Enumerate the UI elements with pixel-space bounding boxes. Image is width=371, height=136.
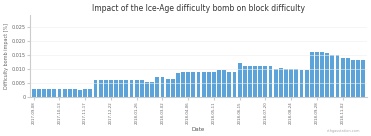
Bar [99,80,102,97]
Bar [294,69,298,97]
Bar [140,80,144,97]
Bar [263,66,267,97]
Bar [253,66,257,97]
Y-axis label: Difficulty bomb impact [%]: Difficulty bomb impact [%] [4,23,9,89]
Bar [299,70,303,97]
Bar [351,61,355,97]
Bar [186,72,190,97]
Bar [37,89,41,97]
Bar [165,79,170,97]
Bar [238,63,242,97]
Bar [202,72,206,97]
Bar [171,79,175,97]
Bar [47,89,51,97]
Bar [93,80,98,97]
Bar [356,61,360,97]
Bar [129,80,134,97]
Bar [32,89,36,97]
Bar [155,77,159,97]
Bar [78,90,82,97]
Bar [114,80,118,97]
Bar [331,55,334,97]
Bar [58,89,61,97]
Bar [197,72,200,97]
Bar [320,52,324,97]
Bar [207,72,211,97]
Bar [73,89,77,97]
Bar [52,89,56,97]
Bar [279,67,283,97]
Bar [289,69,293,97]
Bar [310,52,313,97]
Bar [88,89,92,97]
Bar [161,77,164,97]
Bar [124,80,128,97]
Bar [119,80,123,97]
Title: Impact of the Ice-Age difficulty bomb on block difficulty: Impact of the Ice-Age difficulty bomb on… [92,4,305,13]
Bar [284,69,288,97]
X-axis label: Date: Date [192,127,205,132]
Bar [315,52,319,97]
Bar [212,72,216,97]
Bar [104,80,108,97]
Bar [248,66,252,97]
Bar [274,69,278,97]
Bar [269,66,272,97]
Bar [305,70,309,97]
Bar [233,72,236,97]
Bar [109,80,113,97]
Bar [176,73,180,97]
Bar [68,89,72,97]
Text: ethgasstation.com: ethgasstation.com [326,129,360,133]
Bar [83,89,87,97]
Bar [150,82,154,97]
Bar [135,80,139,97]
Bar [335,55,339,97]
Bar [243,66,247,97]
Bar [346,58,350,97]
Bar [191,72,195,97]
Bar [63,89,66,97]
Bar [258,66,262,97]
Bar [325,53,329,97]
Bar [341,58,345,97]
Bar [217,70,221,97]
Bar [361,61,365,97]
Bar [227,72,231,97]
Bar [222,70,226,97]
Bar [42,89,46,97]
Bar [145,82,149,97]
Bar [181,72,185,97]
